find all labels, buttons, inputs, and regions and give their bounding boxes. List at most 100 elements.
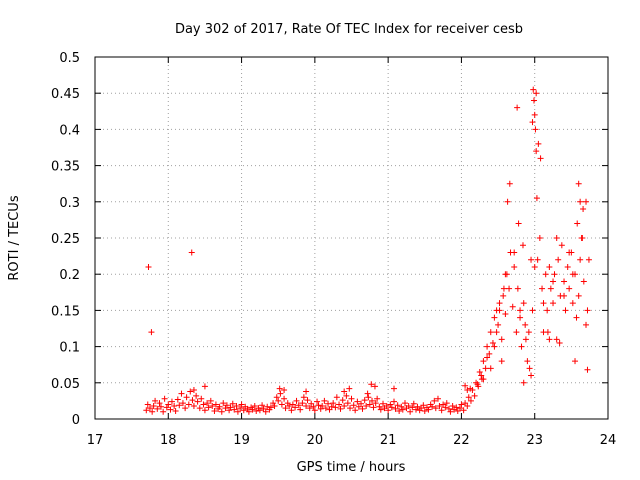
data-point [196,405,203,412]
data-point [325,400,332,407]
data-point [161,395,168,402]
data-point [193,392,200,399]
data-point [555,256,562,263]
data-point [145,263,152,270]
data-point [502,311,509,318]
data-point [431,397,438,404]
data-point [574,220,581,227]
data-point [330,400,337,407]
x-tick-label: 23 [526,433,543,448]
data-point [319,402,326,409]
data-point [278,401,285,408]
data-point [532,126,539,133]
data-point [460,407,467,414]
data-point [185,401,192,408]
data-point [297,406,304,413]
data-point [267,404,274,411]
data-point [495,321,502,328]
data-point [396,408,403,415]
data-point [176,402,183,409]
data-point [286,402,293,409]
data-point [144,401,151,408]
data-point [436,402,443,409]
data-point [438,407,445,414]
x-tick-label: 17 [87,433,104,448]
data-point [487,329,494,336]
data-point [509,303,516,310]
data-point [558,242,565,249]
data-point [520,300,527,307]
data-point [496,307,503,314]
data-point [525,329,532,336]
data-point [401,400,408,407]
data-point [504,198,511,205]
data-point [391,398,398,405]
data-point [580,278,587,285]
data-point [572,358,579,365]
data-point [361,397,368,404]
data-point [498,336,505,343]
data-point [544,307,551,314]
data-point [317,405,324,412]
data-point [223,402,230,409]
data-point [515,220,522,227]
data-point [359,405,366,412]
data-point [366,401,373,408]
data-point [157,403,164,410]
data-point [160,408,167,415]
data-point [547,285,554,292]
data-point [546,263,553,270]
data-point [146,405,153,412]
data-point [442,404,449,411]
data-point [343,392,350,399]
y-tick-label: 0 [72,413,80,428]
y-axis-label: ROTI / TECUs [7,195,22,280]
data-point [304,397,311,404]
data-point [167,406,174,413]
data-point [480,376,487,383]
data-point [336,401,343,408]
data-point [500,285,507,292]
data-point [407,408,414,415]
data-point [518,343,525,350]
x-tick-label: 18 [160,433,177,448]
data-point [234,408,241,415]
data-point [487,365,494,372]
data-point [385,407,392,414]
data-point [534,256,541,263]
data-point [553,336,560,343]
data-point [227,404,234,411]
data-point [489,339,496,346]
data-point [491,314,498,321]
data-point [551,271,558,278]
data-point [354,398,361,405]
data-point [371,383,378,390]
data-point [432,405,439,412]
plot-frame [94,56,609,420]
data-point [281,395,288,402]
data-point [259,402,266,409]
data-point [539,285,546,292]
data-point [363,402,370,409]
data-point [392,405,399,412]
data-point [188,249,195,256]
y-tick-label: 0.5 [59,51,80,66]
data-point [156,400,163,407]
x-tick-label: 21 [380,433,397,448]
data-point [566,285,573,292]
data-point [284,400,291,407]
data-point [277,390,284,397]
data-point [506,285,513,292]
data-point [276,385,283,392]
y-tick-label: 0.1 [59,341,80,356]
data-point [578,235,585,241]
data-point [245,408,252,415]
data-point [273,394,280,401]
data-point [212,401,219,408]
data-point [484,354,491,361]
data-point [369,397,376,404]
data-point [165,401,172,408]
data-point [544,329,551,336]
y-tick-label: 0.45 [51,87,80,102]
